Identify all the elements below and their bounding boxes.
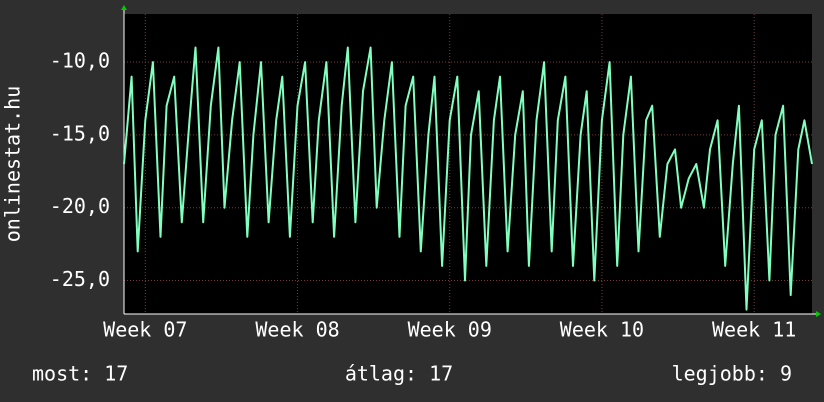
x-tick-label: Week 09 [408,318,492,342]
y-tick-label: -20,0 [50,194,110,218]
axis-arrow [121,5,127,10]
footer-best: legjobb: 9 [672,362,792,386]
x-tick-label: Week 08 [255,318,339,342]
y-axis-label: onlinestat.hu [1,86,25,243]
x-tick-label: Week 10 [560,318,644,342]
data-line [123,46,813,311]
y-tick-label: -10,0 [50,49,110,73]
x-tick-label: Week 07 [103,318,187,342]
x-tick-label: Week 11 [712,318,796,342]
footer-average: átlag: 17 [345,362,453,386]
y-tick-label: -15,0 [50,121,110,145]
axis-arrow [816,311,821,317]
footer-now: most: 17 [32,362,128,386]
y-tick-label: -25,0 [50,267,110,291]
